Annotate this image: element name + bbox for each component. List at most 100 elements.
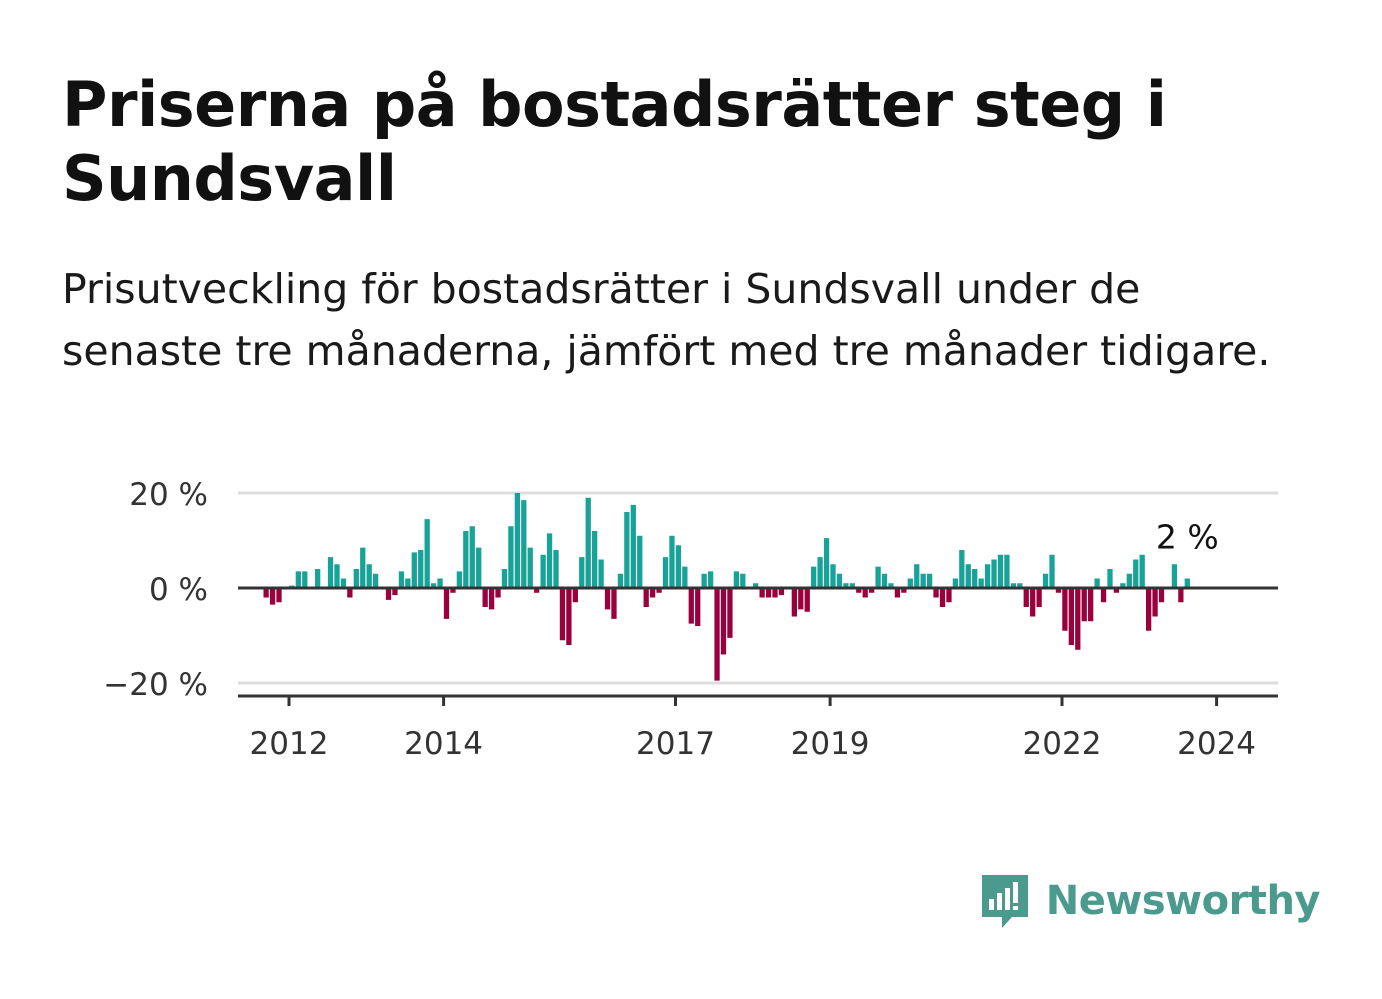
bar: [920, 573, 926, 588]
bar: [1004, 554, 1010, 588]
bar: [353, 569, 359, 588]
bar: [649, 588, 656, 598]
bar: [1100, 588, 1107, 603]
bar: [933, 588, 939, 598]
bar: [405, 578, 411, 588]
bar: [624, 512, 630, 588]
bar: [901, 588, 907, 593]
bar: [366, 564, 372, 588]
bar: [295, 571, 301, 589]
chart-subtitle: Prisutveckling för bostadsrätter i Sunds…: [62, 265, 1271, 375]
bar: [720, 588, 727, 655]
bar: [527, 547, 533, 589]
bar: [637, 535, 643, 588]
bar: [553, 550, 559, 588]
bar: [1133, 559, 1139, 588]
bar: [418, 550, 424, 588]
x-tick-label: 2017: [636, 726, 715, 762]
bar: [630, 504, 636, 589]
bar: [1068, 588, 1074, 645]
bar: [1036, 588, 1042, 607]
bar: [579, 557, 585, 589]
x-tick-label: 2019: [791, 726, 870, 762]
bar: [997, 554, 1004, 588]
bar: [778, 588, 785, 596]
bar: [875, 566, 881, 589]
bar-chart: 20 % 0 % −20 % 2012 2014 2017 2019 2022 2024 2 %: [103, 477, 1278, 762]
bar: [495, 588, 501, 598]
bar: [430, 583, 437, 588]
bar: [965, 564, 971, 588]
bar: [1023, 588, 1029, 607]
bar: [817, 557, 823, 589]
bar: [772, 588, 778, 598]
bar: [856, 588, 862, 593]
bar: [1081, 588, 1087, 622]
bar: [675, 545, 682, 588]
bar: [392, 588, 398, 596]
bar: [946, 588, 952, 603]
bar: [1120, 583, 1126, 588]
x-tick-label: 2024: [1177, 726, 1256, 762]
bar: [424, 519, 430, 589]
bar: [411, 552, 417, 589]
bar: [469, 526, 475, 588]
bar: [914, 564, 920, 588]
bar: [952, 578, 959, 588]
bar: [1055, 588, 1062, 593]
bar: [1042, 573, 1049, 588]
bar: [611, 588, 617, 619]
bar: [862, 588, 868, 598]
bar: [501, 569, 508, 588]
bar: [643, 588, 649, 607]
bar: [534, 588, 540, 593]
bar: [559, 588, 566, 641]
y-tick-label: 0 %: [149, 572, 208, 608]
bar: [682, 566, 688, 589]
bar: [521, 500, 527, 589]
newsworthy-logo-icon: [981, 875, 1028, 928]
chart-title: Priserna på bostadsrätter steg i Sundsva…: [62, 68, 1167, 215]
bar: [1184, 578, 1190, 588]
bar: [617, 573, 624, 588]
bar: [1049, 554, 1055, 588]
bar: [443, 588, 450, 619]
bar: [456, 571, 463, 589]
bar: [926, 573, 933, 588]
bar: [991, 559, 997, 588]
bar: [959, 550, 965, 588]
bar: [1139, 554, 1145, 588]
bar: [1107, 569, 1113, 588]
bar: [269, 588, 276, 605]
bar: [1088, 588, 1094, 622]
bar: [765, 588, 772, 598]
bar: [836, 573, 843, 588]
bar: [476, 547, 482, 589]
bar: [585, 497, 591, 588]
bar: [714, 588, 720, 681]
bar: [450, 588, 456, 593]
bar: [508, 526, 514, 588]
bar: [1146, 588, 1152, 631]
bar: [759, 588, 765, 598]
bar: [592, 531, 598, 588]
bar: [514, 493, 520, 588]
bar: [727, 588, 733, 638]
bar: [656, 588, 662, 593]
bar: [1113, 588, 1120, 593]
bar: [662, 557, 669, 589]
bar: [733, 571, 740, 589]
bar: [1158, 588, 1165, 603]
bar: [385, 588, 392, 600]
bar: [688, 588, 694, 624]
bar: [798, 588, 804, 610]
last-value-label: 2 %: [1156, 518, 1219, 557]
bar: [1062, 588, 1068, 631]
bar: [701, 573, 707, 588]
newsworthy-brand[interactable]: Newsworthy: [978, 871, 1321, 931]
bar: [302, 571, 308, 589]
bar: [347, 588, 353, 598]
bar: [1075, 588, 1081, 650]
bar: [791, 588, 797, 617]
bar: [598, 559, 604, 588]
